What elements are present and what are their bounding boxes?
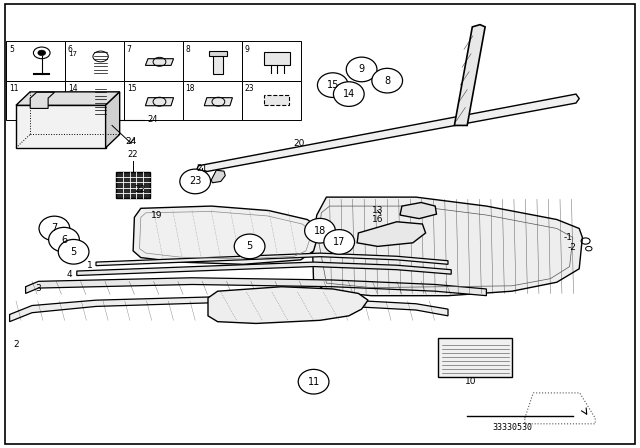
Polygon shape xyxy=(145,59,173,65)
Text: 14: 14 xyxy=(68,84,77,93)
Text: 5: 5 xyxy=(70,247,77,257)
Ellipse shape xyxy=(49,228,79,252)
Text: 16: 16 xyxy=(372,215,383,224)
Text: 19: 19 xyxy=(151,211,163,220)
Text: 3: 3 xyxy=(36,284,41,293)
Bar xyxy=(124,41,183,81)
Polygon shape xyxy=(208,287,368,323)
Text: 18: 18 xyxy=(314,226,326,236)
Text: 7: 7 xyxy=(127,45,132,54)
Polygon shape xyxy=(400,202,436,219)
Bar xyxy=(65,41,124,81)
Text: -1: -1 xyxy=(564,233,573,242)
Text: 9: 9 xyxy=(358,65,365,74)
Polygon shape xyxy=(77,262,451,276)
Text: 9: 9 xyxy=(244,45,250,54)
Ellipse shape xyxy=(305,219,335,243)
Ellipse shape xyxy=(324,229,355,254)
Bar xyxy=(264,52,290,65)
Ellipse shape xyxy=(58,240,89,264)
Polygon shape xyxy=(30,92,54,108)
Polygon shape xyxy=(196,94,579,172)
Polygon shape xyxy=(133,206,320,264)
Ellipse shape xyxy=(298,369,329,394)
Ellipse shape xyxy=(346,57,377,82)
Bar xyxy=(183,81,242,120)
Text: 10: 10 xyxy=(465,377,476,386)
Text: 7: 7 xyxy=(51,224,58,233)
Text: 15: 15 xyxy=(127,84,136,93)
Polygon shape xyxy=(312,197,582,296)
Text: -2: -2 xyxy=(567,243,576,252)
Text: 11: 11 xyxy=(307,377,320,387)
Bar xyxy=(116,172,150,198)
Bar xyxy=(124,81,183,120)
Text: 4: 4 xyxy=(67,270,72,279)
Text: 11: 11 xyxy=(9,84,19,93)
Polygon shape xyxy=(357,222,426,246)
Bar xyxy=(264,95,289,105)
Text: 5: 5 xyxy=(246,241,253,251)
Polygon shape xyxy=(16,92,120,105)
Text: 6: 6 xyxy=(61,235,67,245)
Bar xyxy=(242,41,301,81)
Text: 17: 17 xyxy=(333,237,346,247)
Polygon shape xyxy=(204,98,232,106)
Text: 24: 24 xyxy=(125,137,137,146)
Polygon shape xyxy=(10,297,448,322)
Text: 14: 14 xyxy=(342,89,355,99)
Text: 23: 23 xyxy=(244,84,254,93)
Ellipse shape xyxy=(372,69,403,93)
Text: 2: 2 xyxy=(13,340,19,349)
Circle shape xyxy=(38,50,45,56)
Text: 13: 13 xyxy=(372,206,383,215)
Bar xyxy=(65,81,124,120)
Text: 1: 1 xyxy=(87,261,92,270)
Text: 18: 18 xyxy=(186,84,195,93)
Bar xyxy=(213,52,223,74)
Bar xyxy=(6,81,65,120)
Polygon shape xyxy=(106,92,120,148)
Text: 23: 23 xyxy=(189,177,202,186)
Polygon shape xyxy=(96,253,448,266)
Ellipse shape xyxy=(333,82,364,107)
Bar xyxy=(183,41,242,81)
Text: 33330530: 33330530 xyxy=(492,423,532,432)
Text: 22: 22 xyxy=(128,150,138,159)
Text: 17: 17 xyxy=(68,51,77,57)
Text: 15: 15 xyxy=(326,80,339,90)
Polygon shape xyxy=(211,170,225,183)
Polygon shape xyxy=(145,98,173,106)
Bar xyxy=(6,41,65,81)
Ellipse shape xyxy=(234,234,265,259)
Text: 24: 24 xyxy=(147,115,157,125)
Polygon shape xyxy=(26,278,486,296)
Ellipse shape xyxy=(39,216,70,241)
Text: 22: 22 xyxy=(134,185,145,194)
Ellipse shape xyxy=(317,73,348,98)
Bar xyxy=(209,51,227,56)
Text: 8: 8 xyxy=(384,76,390,86)
Text: 21: 21 xyxy=(196,164,207,172)
Text: 8: 8 xyxy=(186,45,190,54)
Text: 6: 6 xyxy=(68,45,73,54)
Bar xyxy=(16,105,106,148)
Bar xyxy=(242,81,301,120)
Bar xyxy=(438,338,512,377)
Text: 5: 5 xyxy=(9,45,14,54)
Text: 20: 20 xyxy=(294,139,305,148)
Polygon shape xyxy=(454,25,485,125)
Ellipse shape xyxy=(180,169,211,194)
